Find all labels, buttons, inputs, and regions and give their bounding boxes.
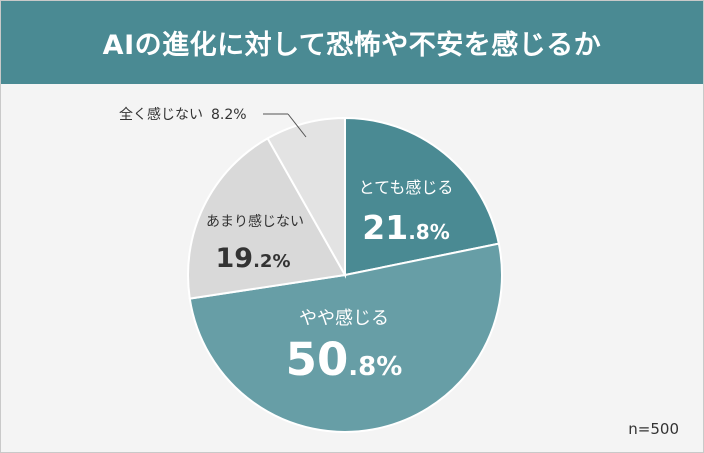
chart-title: AIの進化に対して恐怖や不安を感じるか xyxy=(1,1,703,84)
slice-somewhat xyxy=(188,242,503,433)
slice-value-very: 21.8% xyxy=(362,208,450,247)
slice-very xyxy=(344,116,501,277)
slice-notmuch xyxy=(187,137,347,300)
slice-label-notmuch: あまり感じない xyxy=(206,213,304,230)
slice-value-notmuch: 19.2% xyxy=(216,243,291,274)
callout-leader-diagonal xyxy=(287,113,307,138)
slice-label-none: 全く感じない 8.2% xyxy=(119,106,247,123)
slice-label-very: とても感じる xyxy=(359,178,454,197)
sample-size-note: n=500 xyxy=(628,420,679,438)
slice-label-somewhat: やや感じる xyxy=(299,308,389,329)
slice-value-somewhat: 50.8% xyxy=(286,333,403,386)
pie-slices xyxy=(187,116,503,433)
slice-none xyxy=(266,116,346,279)
